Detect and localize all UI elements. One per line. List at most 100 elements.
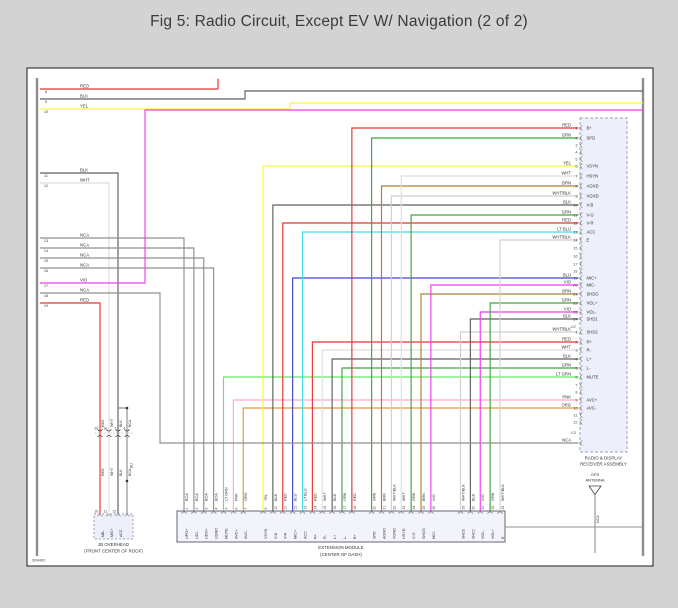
ext-wire-color: WHT/BLK <box>392 484 396 501</box>
wire-R- <box>321 349 579 511</box>
receiver-pin-number: 10 <box>573 406 577 410</box>
wire-left-11 <box>40 172 119 514</box>
inline-connector-mark <box>97 435 103 438</box>
receiver-nca-label: NCA <box>562 438 571 443</box>
wire-left-14 <box>40 247 195 511</box>
receiver-pin-number: 3 <box>575 348 577 352</box>
receiver-pin-number: 21 <box>573 292 577 296</box>
receiver-pin-function: R+ <box>587 340 593 345</box>
pin-socket <box>220 511 227 514</box>
ext-pin-number: 14 <box>313 506 317 510</box>
ext-pin-number: 17 <box>343 506 347 510</box>
wire-left-15 <box>40 257 205 511</box>
pin-socket <box>477 511 484 514</box>
pin-socket <box>580 125 583 131</box>
ext-pin-number: 25 <box>422 506 426 510</box>
ext-wire-color: ORG <box>244 492 248 501</box>
ext-wire-color: VIO <box>432 494 436 501</box>
receiver-wire-color: BLK <box>563 314 571 319</box>
pin-socket <box>467 511 474 514</box>
pin-socket <box>580 291 583 297</box>
receiver-pin-function: L+ <box>587 357 592 362</box>
ext-pin-number: 11 <box>284 506 288 510</box>
receiver-pin-number: 16 <box>573 254 577 258</box>
left-wire-color: NCA <box>80 288 89 293</box>
wire-VSYN <box>262 165 579 511</box>
pin-socket <box>580 309 583 315</box>
pin-socket <box>580 183 583 189</box>
receiver-wire-color: BLK <box>563 200 571 205</box>
receiver-wire-color: GRN <box>562 133 571 138</box>
inline-connector-mark <box>124 435 130 438</box>
ext-wire-color: GRN <box>491 492 495 501</box>
ext-pin-number: 10 <box>274 506 278 510</box>
ext-pin-function: ACC <box>303 531 307 539</box>
jb-wire-color: WHT <box>110 467 114 476</box>
pin-socket <box>230 511 237 514</box>
pin-socket <box>487 511 494 514</box>
receiver-pin-number: 4 <box>575 150 577 154</box>
ext-wire-color: VIO <box>481 494 485 501</box>
ext-pin-function: MIC+ <box>294 529 298 539</box>
pin-socket <box>580 316 583 322</box>
jb-name: (FRONT CENTER OF ROOF) <box>84 549 143 554</box>
receiver-name: RADIO & DISPLAY <box>585 456 623 461</box>
ext-pin-number: 18 <box>353 506 357 510</box>
jb-wire-color: WHT <box>110 418 114 427</box>
receiver-wire-color: RED <box>562 337 571 342</box>
receiver-pin-number: 6 <box>575 164 577 168</box>
receiver-wire-color: VIO <box>564 280 572 285</box>
diagram-border <box>26 67 654 567</box>
junction-dot <box>125 479 129 483</box>
ext-pin-function: B+ <box>353 533 357 539</box>
inline-connector-mark <box>106 429 112 432</box>
wire-left-19 <box>40 302 101 514</box>
wire-MIC+ <box>292 277 579 511</box>
left-pin-number: 8 <box>45 90 47 94</box>
left-wire-color: VIO <box>80 278 88 283</box>
receiver-wire-color: RED <box>562 123 571 128</box>
pin-socket <box>348 511 355 514</box>
wire-MIC- <box>430 284 579 511</box>
pin-socket <box>260 511 266 514</box>
ext-pin-function: SHD1 <box>471 529 475 539</box>
wire-VOL+ <box>489 302 579 511</box>
jb-wire-color: BLK <box>119 420 123 427</box>
ext-pin-function: VOL- <box>481 529 485 539</box>
left-pin-number: 14 <box>44 249 48 253</box>
inline-connector-mark <box>97 429 103 432</box>
ext-pin-number: 32 <box>491 506 495 510</box>
pin-socket <box>580 440 583 446</box>
ext-pin-function: UGND <box>215 528 219 539</box>
pin-socket <box>279 511 286 514</box>
wire-left-18 <box>40 292 579 444</box>
ext-pin-function: AVC+ <box>234 528 238 539</box>
receiver-pin-number: 9 <box>575 194 577 198</box>
pin-socket <box>580 135 583 141</box>
ext-wire-color: RED <box>353 493 357 501</box>
ext-wire-color: LT BLU <box>303 488 307 501</box>
wire-left-13 <box>40 237 185 511</box>
wire-E <box>499 239 579 511</box>
pin-socket <box>497 511 503 514</box>
receiver-wire-color: GRN <box>562 298 571 303</box>
pin-socket <box>580 163 583 169</box>
pin-socket <box>580 412 583 418</box>
connector-id: G3 <box>571 431 577 435</box>
receiver-wire-color: WHT <box>561 171 571 176</box>
jb-pin-number: 16 <box>103 427 107 431</box>
wire-left-9 <box>40 90 643 100</box>
receiver-pin-function: SPD <box>587 136 596 141</box>
jb-pin-number: 20 <box>94 427 98 431</box>
ext-wire-color: BCA <box>215 493 219 501</box>
ext-pin-function: SPD <box>373 531 377 539</box>
receiver-pin-number: 14 <box>573 238 577 242</box>
receiver-wire-color: YEL <box>563 161 572 166</box>
left-wire-color: RED <box>80 84 89 89</box>
jb-overhead-box <box>93 513 134 540</box>
pin-socket <box>580 156 583 162</box>
pin-socket <box>580 245 583 251</box>
jb-pin-function: ACC <box>119 529 123 537</box>
receiver-pin-number: 2 <box>575 340 577 344</box>
jb-pin-number: 11 <box>104 510 108 514</box>
